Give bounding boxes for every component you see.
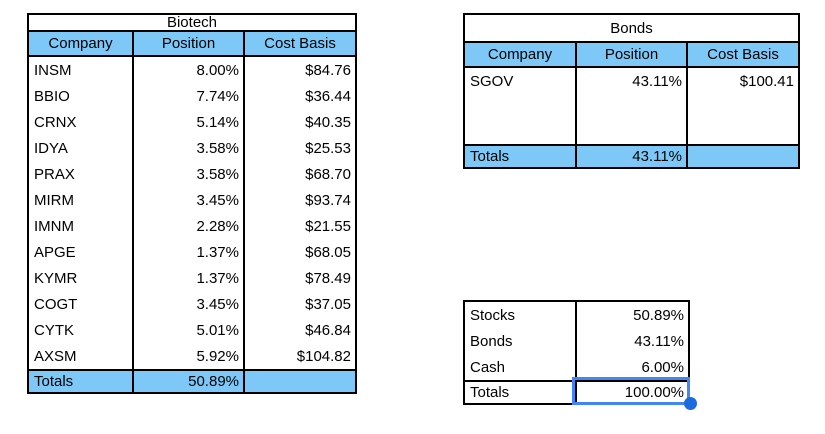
position-cell[interactable]: 5.01% — [134, 317, 245, 343]
company-cell[interactable]: PRAX — [29, 161, 134, 187]
table-row: SGOV 43.11% $100.41 — [465, 68, 798, 94]
bonds-header-row: Company Position Cost Basis — [465, 41, 798, 68]
biotech-header-row: Company Position Cost Basis — [29, 30, 355, 57]
position-cell[interactable]: 5.14% — [134, 109, 245, 135]
table-row: APGE 1.37% $68.05 — [29, 239, 355, 265]
empty-cell[interactable] — [577, 94, 688, 144]
cost-basis-column-header[interactable]: Cost Basis — [264, 35, 336, 52]
table-row: CYTK 5.01% $46.84 — [29, 317, 355, 343]
table-row: KYMR 1.37% $78.49 — [29, 265, 355, 291]
table-row: IDYA 3.58% $25.53 — [29, 135, 355, 161]
empty-row — [465, 94, 798, 144]
biotech-title-cell[interactable]: Biotech — [166, 15, 218, 30]
table-row: Bonds 43.11% — [465, 328, 688, 354]
company-column-header[interactable]: Company — [465, 43, 577, 66]
allocation-label-cell[interactable]: Stocks — [465, 302, 577, 328]
table-row: Stocks 50.89% — [465, 302, 688, 328]
biotech-table: Biotech Company Position Cost Basis INSM… — [27, 13, 357, 394]
position-cell[interactable]: 43.11% — [577, 68, 688, 94]
company-cell[interactable]: IMNM — [29, 213, 134, 239]
company-cell[interactable]: COGT — [29, 291, 134, 317]
company-cell[interactable]: CRNX — [29, 109, 134, 135]
company-column-header[interactable]: Company — [29, 32, 134, 55]
company-cell[interactable]: INSM — [29, 57, 134, 83]
company-cell[interactable]: IDYA — [29, 135, 134, 161]
cost-basis-cell[interactable]: $46.84 — [305, 321, 351, 339]
table-row: CRNX 5.14% $40.35 — [29, 109, 355, 135]
cost-basis-cell[interactable]: $40.35 — [305, 113, 351, 131]
totals-cost-basis-cell[interactable] — [245, 371, 355, 392]
bonds-table: Bonds Company Position Cost Basis SGOV 4… — [463, 13, 800, 169]
position-cell[interactable]: 3.58% — [134, 135, 245, 161]
empty-cell[interactable] — [465, 94, 577, 144]
company-cell[interactable]: CYTK — [29, 317, 134, 343]
position-column-header[interactable]: Position — [134, 32, 245, 55]
company-cell[interactable]: KYMR — [29, 265, 134, 291]
company-cell[interactable]: SGOV — [465, 68, 577, 94]
table-row: Cash 6.00% — [465, 354, 688, 380]
allocation-value-cell[interactable]: 43.11% — [634, 332, 684, 350]
totals-label-cell[interactable]: Totals — [465, 146, 577, 167]
totals-label-cell[interactable]: Totals — [465, 382, 577, 403]
empty-cell[interactable] — [688, 94, 798, 144]
position-cell[interactable]: 3.45% — [134, 291, 245, 317]
cost-basis-cell[interactable]: $21.55 — [305, 217, 351, 235]
selected-totals-value-cell[interactable]: 100.00% — [624, 384, 684, 401]
cost-basis-cell[interactable]: $104.82 — [296, 347, 351, 365]
table-row: INSM 8.00% $84.76 — [29, 57, 355, 83]
table-row: BBIO 7.74% $36.44 — [29, 83, 355, 109]
cost-basis-cell[interactable]: $78.49 — [305, 269, 351, 287]
cost-basis-cell[interactable]: $93.74 — [305, 191, 351, 209]
cost-basis-cell[interactable]: $68.70 — [305, 165, 351, 183]
allocation-label-cell[interactable]: Bonds — [465, 328, 577, 354]
cost-basis-cell[interactable]: $25.53 — [305, 139, 351, 157]
table-row: PRAX 3.58% $68.70 — [29, 161, 355, 187]
cost-basis-cell[interactable]: $36.44 — [305, 87, 351, 105]
cost-basis-cell[interactable]: $37.05 — [305, 295, 351, 313]
cost-basis-cell[interactable]: $68.05 — [305, 243, 351, 261]
allocation-totals-row: Totals 100.00% — [465, 380, 688, 403]
position-cell[interactable]: 1.37% — [134, 265, 245, 291]
company-cell[interactable]: MIRM — [29, 187, 134, 213]
position-column-header[interactable]: Position — [577, 43, 688, 66]
position-cell[interactable]: 8.00% — [134, 57, 245, 83]
totals-position-cell[interactable]: 43.11% — [577, 146, 688, 167]
table-title-row: Biotech — [29, 15, 355, 30]
allocation-label-cell[interactable]: Cash — [465, 354, 577, 380]
allocation-value-cell[interactable]: 50.89% — [633, 306, 684, 324]
totals-position-cell[interactable]: 50.89% — [134, 371, 245, 392]
biotech-totals-row: Totals 50.89% — [29, 369, 355, 392]
bonds-totals-row: Totals 43.11% — [465, 144, 798, 167]
position-cell[interactable]: 3.45% — [134, 187, 245, 213]
position-cell[interactable]: 7.74% — [134, 83, 245, 109]
company-cell[interactable]: BBIO — [29, 83, 134, 109]
table-row: COGT 3.45% $37.05 — [29, 291, 355, 317]
cost-basis-cell[interactable]: $84.76 — [305, 61, 351, 79]
allocation-summary-table: Stocks 50.89% Bonds 43.11% Cash 6.00% To… — [463, 300, 697, 410]
bonds-title-cell[interactable]: Bonds — [610, 19, 653, 37]
table-row: IMNM 2.28% $21.55 — [29, 213, 355, 239]
totals-cost-basis-cell[interactable] — [688, 146, 798, 167]
cost-basis-cell[interactable]: $100.41 — [739, 72, 794, 90]
table-row: MIRM 3.45% $93.74 — [29, 187, 355, 213]
selection-fill-handle[interactable] — [684, 397, 697, 410]
company-cell[interactable]: AXSM — [29, 343, 134, 369]
position-cell[interactable]: 2.28% — [134, 213, 245, 239]
position-cell[interactable]: 3.58% — [134, 161, 245, 187]
table-row: AXSM 5.92% $104.82 — [29, 343, 355, 369]
company-cell[interactable]: APGE — [29, 239, 134, 265]
position-cell[interactable]: 1.37% — [134, 239, 245, 265]
allocation-value-cell[interactable]: 6.00% — [641, 358, 684, 376]
position-cell[interactable]: 5.92% — [134, 343, 245, 369]
cost-basis-column-header[interactable]: Cost Basis — [707, 46, 779, 63]
table-title-row: Bonds — [465, 15, 798, 41]
totals-label-cell[interactable]: Totals — [29, 371, 134, 392]
